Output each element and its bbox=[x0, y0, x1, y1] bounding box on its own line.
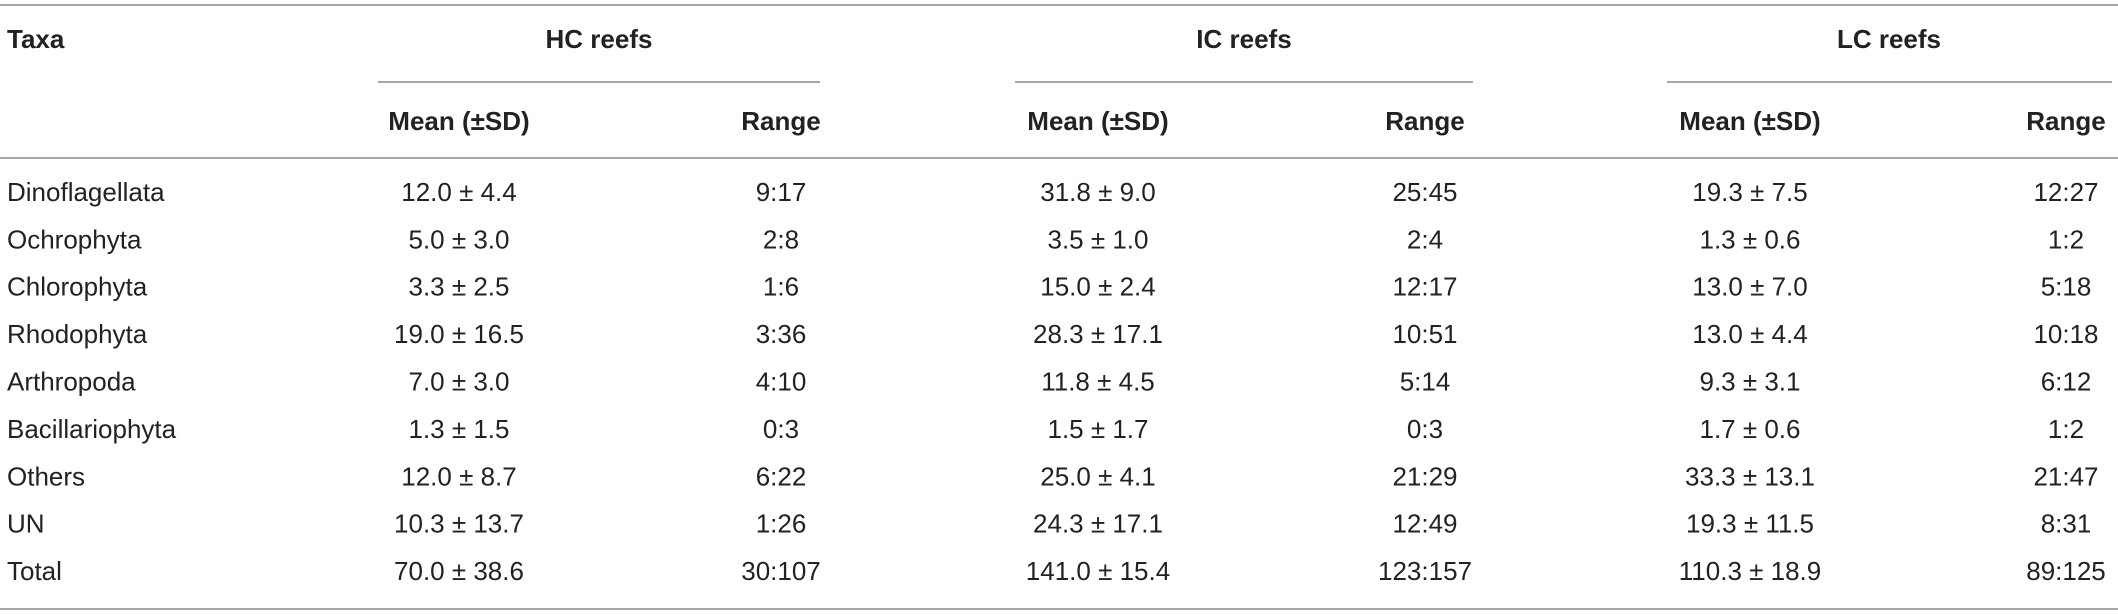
cell: 2:4 bbox=[1407, 224, 1443, 254]
cell: 21:47 bbox=[2033, 461, 2098, 491]
cell: 3.5 ± 1.0 bbox=[1047, 224, 1148, 254]
cell: 1:26 bbox=[756, 509, 807, 539]
subheader: Range bbox=[2026, 106, 2105, 136]
cell: 9.3 ± 3.1 bbox=[1699, 366, 1800, 396]
cell: 1.7 ± 0.6 bbox=[1699, 414, 1800, 444]
cell: 110.3 ± 18.9 bbox=[1679, 556, 1821, 586]
cell: 5:14 bbox=[1400, 366, 1451, 396]
cell: 10:18 bbox=[2033, 319, 2098, 349]
row-label: Others bbox=[7, 461, 85, 491]
cell: 19.3 ± 7.5 bbox=[1692, 177, 1807, 207]
cell: 12:49 bbox=[1392, 509, 1457, 539]
cell: 141.0 ± 15.4 bbox=[1026, 556, 1170, 586]
cell: 6:22 bbox=[756, 461, 807, 491]
cell: 28.3 ± 17.1 bbox=[1033, 319, 1163, 349]
cell: 5:18 bbox=[2041, 272, 2092, 302]
group-header: IC reefs bbox=[1196, 24, 1291, 54]
cell: 7.0 ± 3.0 bbox=[408, 366, 509, 396]
group-header: LC reefs bbox=[1837, 24, 1941, 54]
cell: 9:17 bbox=[756, 177, 807, 207]
row-label: Chlorophyta bbox=[7, 272, 148, 302]
cell: 19.3 ± 11.5 bbox=[1686, 509, 1814, 539]
cell: 1.5 ± 1.7 bbox=[1047, 414, 1148, 444]
cell: 4:10 bbox=[756, 366, 807, 396]
cell: 0:3 bbox=[1407, 414, 1443, 444]
subheader: Range bbox=[741, 106, 820, 136]
cell: 2:8 bbox=[763, 224, 799, 254]
cell: 12.0 ± 4.4 bbox=[401, 177, 516, 207]
row-label: Dinoflagellata bbox=[7, 177, 165, 207]
cell: 123:157 bbox=[1378, 556, 1472, 586]
cell: 1:2 bbox=[2048, 414, 2084, 444]
cell: 89:125 bbox=[2026, 556, 2106, 586]
row-label: Rhodophyta bbox=[7, 319, 148, 349]
group-header: HC reefs bbox=[546, 24, 653, 54]
subheader: Mean (±SD) bbox=[1027, 106, 1168, 136]
cell: 33.3 ± 13.1 bbox=[1685, 461, 1815, 491]
cell: 1:2 bbox=[2048, 224, 2084, 254]
subheader: Mean (±SD) bbox=[1679, 106, 1820, 136]
cell: 25.0 ± 4.1 bbox=[1040, 461, 1155, 491]
cell: 11.8 ± 4.5 bbox=[1041, 366, 1155, 396]
cell: 1:6 bbox=[763, 272, 799, 302]
cell: 3.3 ± 2.5 bbox=[408, 272, 509, 302]
cell: 30:107 bbox=[741, 556, 821, 586]
cell: 12:27 bbox=[2033, 177, 2098, 207]
cell: 21:29 bbox=[1392, 461, 1457, 491]
row-label: Total bbox=[7, 556, 62, 586]
row-label: UN bbox=[7, 509, 45, 539]
cell: 12:17 bbox=[1392, 272, 1457, 302]
subheader: Range bbox=[1385, 106, 1464, 136]
cell: 13.0 ± 7.0 bbox=[1692, 272, 1807, 302]
subheader: Mean (±SD) bbox=[388, 106, 529, 136]
cell: 13.0 ± 4.4 bbox=[1692, 319, 1807, 349]
cell: 25:45 bbox=[1392, 177, 1457, 207]
cell: 5.0 ± 3.0 bbox=[408, 224, 509, 254]
row-label: Arthropoda bbox=[7, 366, 136, 396]
row-label: Bacillariophyta bbox=[7, 414, 177, 444]
cell: 0:3 bbox=[763, 414, 799, 444]
cell: 8:31 bbox=[2041, 509, 2092, 539]
cell: 1.3 ± 0.6 bbox=[1699, 224, 1800, 254]
cell: 70.0 ± 38.6 bbox=[394, 556, 524, 586]
cell: 10.3 ± 13.7 bbox=[394, 509, 524, 539]
cell: 6:12 bbox=[2041, 366, 2092, 396]
cell: 1.3 ± 1.5 bbox=[408, 414, 509, 444]
cell: 12.0 ± 8.7 bbox=[401, 461, 516, 491]
cell: 10:51 bbox=[1392, 319, 1457, 349]
cell: 15.0 ± 2.4 bbox=[1040, 272, 1155, 302]
cell: 24.3 ± 17.1 bbox=[1033, 509, 1163, 539]
row-label: Ochrophyta bbox=[7, 224, 142, 254]
header-cell: Taxa bbox=[7, 24, 65, 54]
cell: 3:36 bbox=[756, 319, 807, 349]
cell: 19.0 ± 16.5 bbox=[394, 319, 524, 349]
cell: 31.8 ± 9.0 bbox=[1040, 177, 1155, 207]
